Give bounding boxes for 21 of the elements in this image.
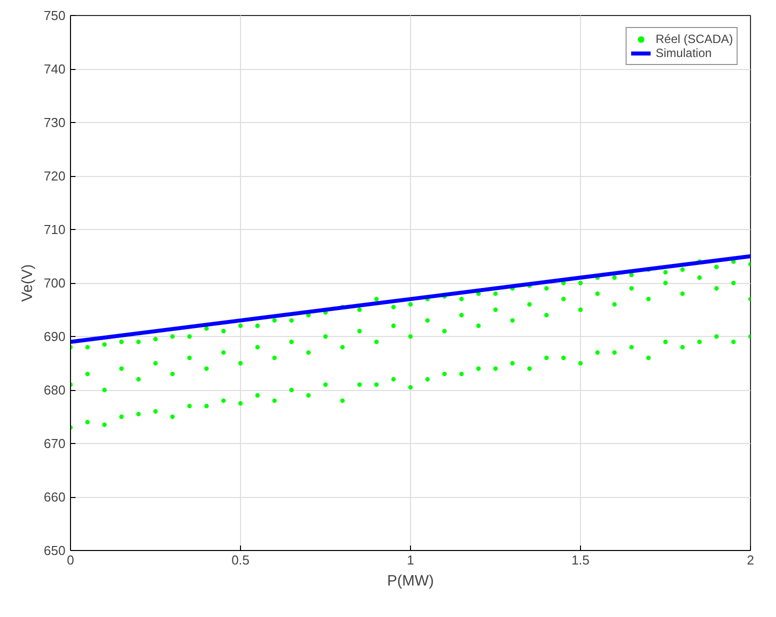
y-tick-label: 750 — [44, 8, 66, 23]
y-tick-label: 740 — [44, 62, 66, 76]
y-tick-label: 650 — [44, 543, 66, 558]
line-series — [70, 254, 750, 344]
y-axis-title: Ve(V) — [18, 264, 36, 302]
legend-label: Simulation — [656, 46, 712, 60]
x-tick-label: 0.5 — [231, 552, 250, 568]
y-tick-label: 700 — [44, 276, 66, 290]
legend-label: Réel (SCADA) — [656, 32, 733, 46]
y-tick-label: 710 — [44, 222, 66, 237]
x-tick-label: 0 — [66, 552, 74, 568]
y-tick-label: 690 — [44, 329, 66, 344]
x-axis-title: P(MW) — [387, 572, 434, 590]
x-tick-label: 2 — [746, 552, 754, 568]
x-tick-label: 1.5 — [571, 552, 590, 568]
y-tick-label: 720 — [44, 168, 66, 184]
x-tick-label: 1 — [406, 552, 414, 568]
y-tick-label: 670 — [44, 436, 66, 451]
y-tick-label: 730 — [44, 115, 66, 130]
y-tick-label: 680 — [44, 382, 66, 398]
y-tick-label: 660 — [44, 490, 66, 504]
